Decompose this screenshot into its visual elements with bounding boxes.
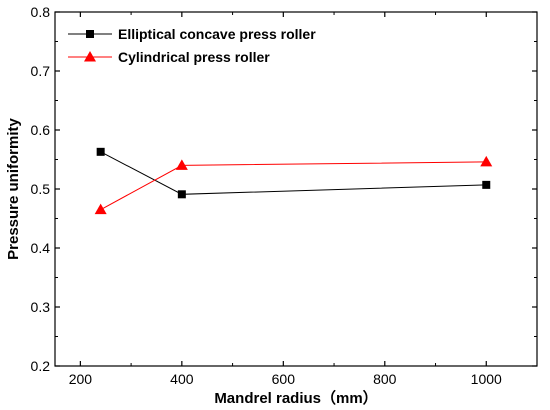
x-tick-label: 800 [373,371,397,387]
x-tick-label: 400 [170,371,194,387]
y-axis-title: Pressure uniformity [5,117,22,259]
x-tick-label: 600 [272,371,296,387]
y-axis: 0.2 0.3 0.4 0.5 0.6 0.7 0.8 [31,4,537,374]
series-1-point [94,203,107,215]
series-1-point [175,159,188,170]
legend: Elliptical concave press roller Cylindric… [68,26,316,65]
series-1-point [480,155,493,167]
series-layer [94,147,493,215]
legend-label: Elliptical concave press roller [118,26,316,42]
y-tick-label: 0.6 [31,122,51,138]
y-tick-label: 0.7 [31,63,51,79]
plot-area-frame [54,11,538,367]
y-tick-label: 0.4 [31,240,51,256]
x-tick-label: 200 [69,371,93,387]
y-tick-label: 0.8 [31,4,51,20]
x-axis: 200 400 600 800 1000 [69,12,502,387]
series-0-point [177,190,186,199]
series-0-point [482,180,491,189]
x-tick-label: 1000 [471,371,502,387]
x-axis-title: Mandrel radius（mm） [214,389,377,407]
series-0-point [96,147,105,156]
legend-marker [86,30,94,38]
y-tick-label: 0.5 [31,181,51,197]
series-0-line [100,151,487,195]
legend-marker [84,51,96,62]
y-tick-label: 0.2 [31,358,51,374]
y-tick-label: 0.3 [31,299,51,315]
series-1-line [100,161,487,211]
legend-label: Cylindrical press roller [118,49,270,65]
